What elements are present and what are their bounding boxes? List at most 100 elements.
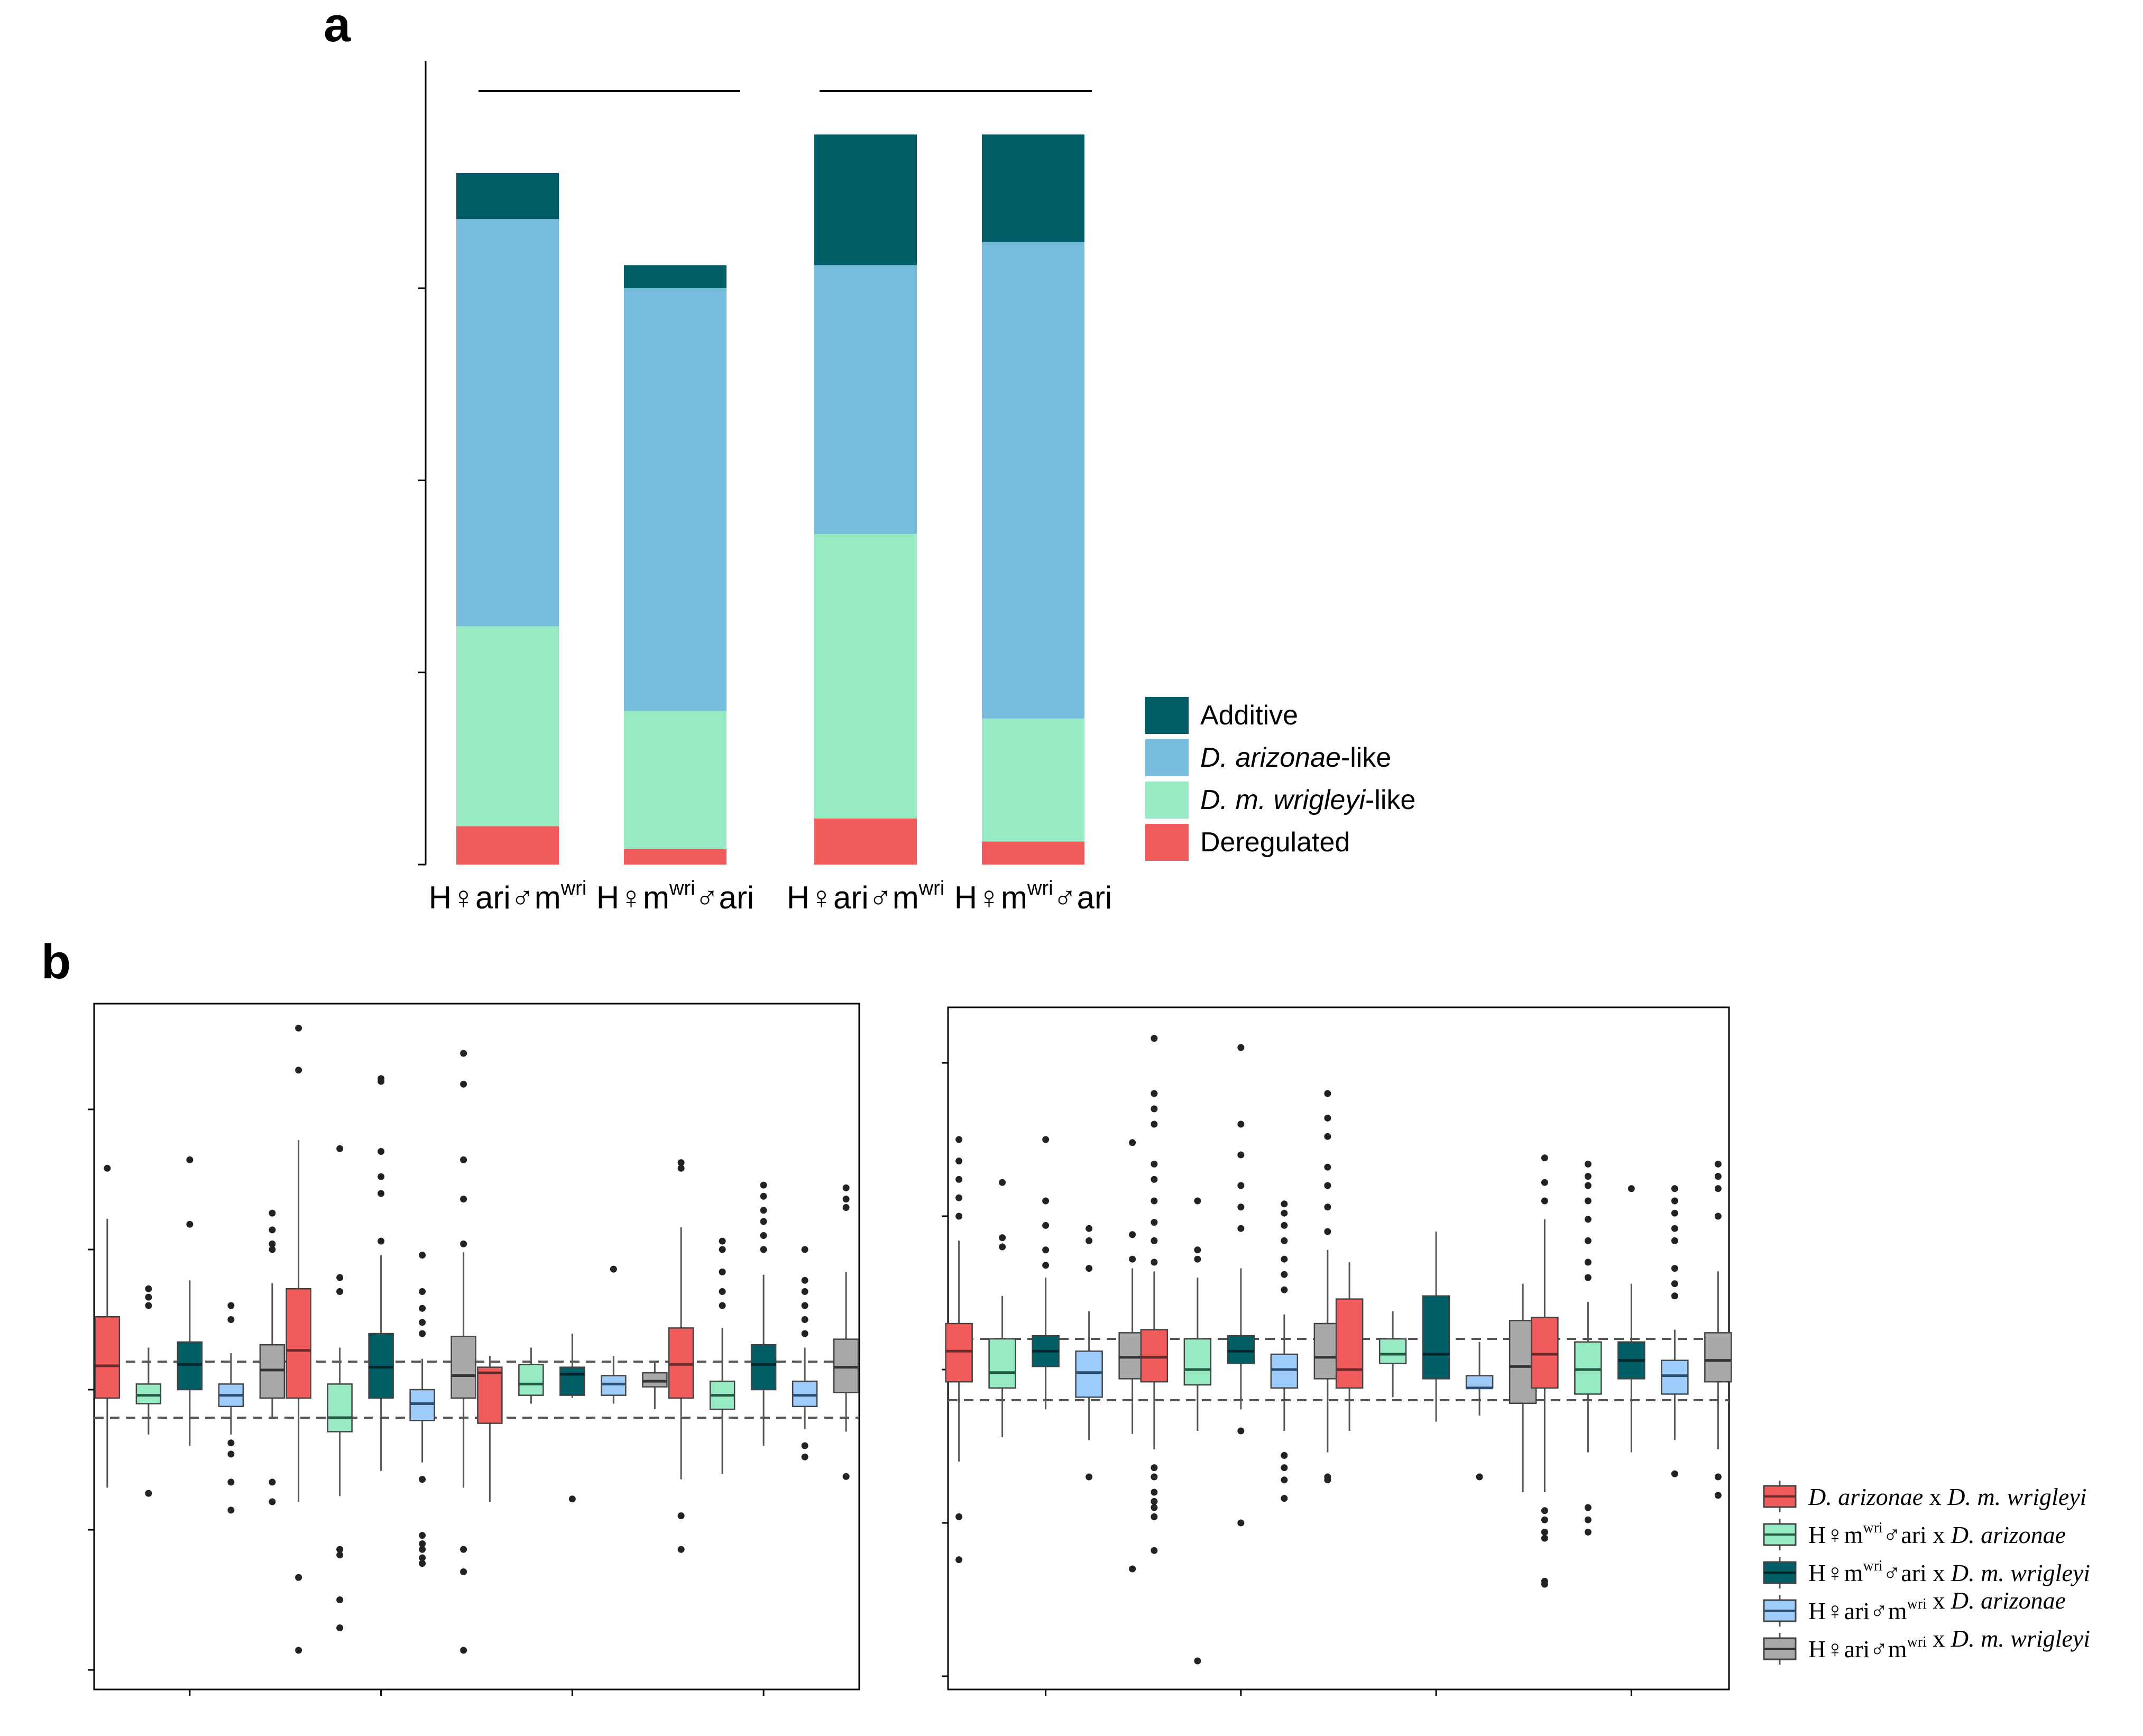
panel-a-bars [456, 134, 1084, 865]
outlier-point [1237, 1120, 1245, 1128]
bar-segment-d--m--wrigleyi-like [814, 534, 917, 819]
bar-segment-d--arizonae-like [982, 242, 1084, 719]
outlier-point [1129, 1565, 1136, 1573]
legend-label: D. m. wrigleyi-like [1200, 785, 1415, 815]
outlier-point [719, 1268, 726, 1275]
box-iqr [368, 1333, 394, 1399]
label-suffix: ♂ari [1883, 1521, 1927, 1548]
outlier-point [801, 1288, 808, 1295]
separator-x: x [1927, 1559, 1951, 1586]
outlier-point [1151, 1105, 1158, 1113]
panel-a-x-tick-labels: H♀ari♂mwri H♀mwri♂ari H♀ari♂mwri H♀mwri♂ari [429, 877, 1112, 915]
box-iqr [668, 1327, 694, 1399]
outlier-point [1281, 1464, 1288, 1472]
outlier-point [378, 1237, 385, 1245]
box-iqr [1227, 1335, 1255, 1364]
outlier-point [1237, 1204, 1245, 1211]
outlier-point [1151, 1120, 1158, 1128]
outlier-point [336, 1145, 344, 1152]
outlier-point [1476, 1473, 1483, 1481]
outlier-point [1627, 1185, 1635, 1192]
outlier-point [419, 1546, 426, 1553]
x-tick-label: H♀mwri♂ari [596, 877, 755, 915]
box-iqr [1335, 1298, 1364, 1389]
comparison-legend-label: H♀mwri♂ari x D. m. wrigleyi [1808, 1558, 2090, 1586]
legend-text-suffix: -like [1365, 785, 1415, 815]
label-superscript: wri [1863, 1558, 1883, 1574]
box-iqr [1661, 1360, 1689, 1395]
label-superscript: wri [1907, 1596, 1927, 1612]
box-iqr [559, 1366, 585, 1396]
outlier-point [1714, 1473, 1722, 1481]
outlier-point [1324, 1228, 1331, 1235]
outlier-point [419, 1554, 426, 1562]
panel-b-testes-boxplot [942, 1006, 1732, 1696]
outlier-point [460, 1156, 467, 1163]
legend-italic-text: D. m. wrigleyi [1200, 785, 1366, 815]
outlier-point [1151, 1160, 1158, 1168]
outlier-point [336, 1546, 344, 1553]
outlier-point [1714, 1213, 1722, 1220]
box-iqr [450, 1336, 476, 1399]
box-iqr [988, 1338, 1016, 1389]
species-italic-b: D. arizonae [1951, 1587, 2066, 1614]
box-iqr [1704, 1332, 1732, 1383]
outlier-point [1042, 1262, 1050, 1269]
bar-segment-additive [982, 134, 1084, 242]
outlier-point [760, 1246, 767, 1253]
box-iqr [1378, 1338, 1407, 1364]
outlier-point [568, 1495, 576, 1503]
outlier-point [1584, 1216, 1592, 1223]
outlier-point [1671, 1197, 1678, 1205]
outlier-point [227, 1450, 235, 1458]
outlier-point [1584, 1160, 1592, 1168]
outlier-point [1151, 1513, 1158, 1520]
panel-a-letter: a [324, 0, 351, 52]
panel-a-y-axis [418, 61, 427, 866]
box-iqr [94, 1316, 121, 1399]
outlier-point [1086, 1237, 1093, 1244]
box-iqr [1270, 1353, 1299, 1389]
outlier-point [1324, 1090, 1331, 1097]
outlier-point [1714, 1492, 1722, 1499]
outlier-point [460, 1647, 467, 1654]
outlier-point [269, 1246, 276, 1253]
label-prefix: H♀m [954, 880, 1027, 915]
outlier-point [1281, 1221, 1288, 1229]
outlier-point [1237, 1182, 1245, 1189]
outlier-point [677, 1512, 685, 1519]
outlier-point [1194, 1255, 1201, 1263]
outlier-point [186, 1220, 194, 1228]
label-suffix: ♂ari [1053, 880, 1112, 915]
outlier-point [1237, 1519, 1245, 1527]
outlier-point [460, 1050, 467, 1057]
outlier-point [1042, 1197, 1050, 1205]
separator-x: x [1923, 1483, 1947, 1510]
outlier-point [760, 1207, 767, 1214]
outlier-point [760, 1218, 767, 1225]
label-suffix: ♂ari [1883, 1559, 1927, 1586]
outlier-point [1671, 1280, 1678, 1288]
outlier-point [1584, 1504, 1592, 1511]
legend-label: Deregulated [1200, 827, 1350, 858]
outlier-point [1151, 1547, 1158, 1554]
panel-b-letter: b [41, 935, 71, 989]
outlier-point [460, 1240, 467, 1247]
label-prefix: H♀m [596, 880, 669, 915]
outlier-point [227, 1316, 235, 1323]
bar-segment-deregulated [456, 826, 559, 865]
legend-text: Deregulated [1200, 827, 1350, 858]
outlier-point [1086, 1225, 1093, 1232]
box-iqr [477, 1366, 503, 1424]
outlier-point [1237, 1151, 1245, 1159]
outlier-point [460, 1546, 467, 1553]
outlier-point [1324, 1163, 1331, 1171]
outlier-point [955, 1158, 963, 1165]
outlier-point [378, 1173, 385, 1180]
outlier-point [1129, 1139, 1136, 1146]
outlier-point [677, 1546, 685, 1553]
outlier-point [145, 1490, 152, 1497]
outlier-point [1281, 1476, 1288, 1484]
bar-segment-additive [814, 134, 917, 265]
outlier-point [460, 1568, 467, 1575]
